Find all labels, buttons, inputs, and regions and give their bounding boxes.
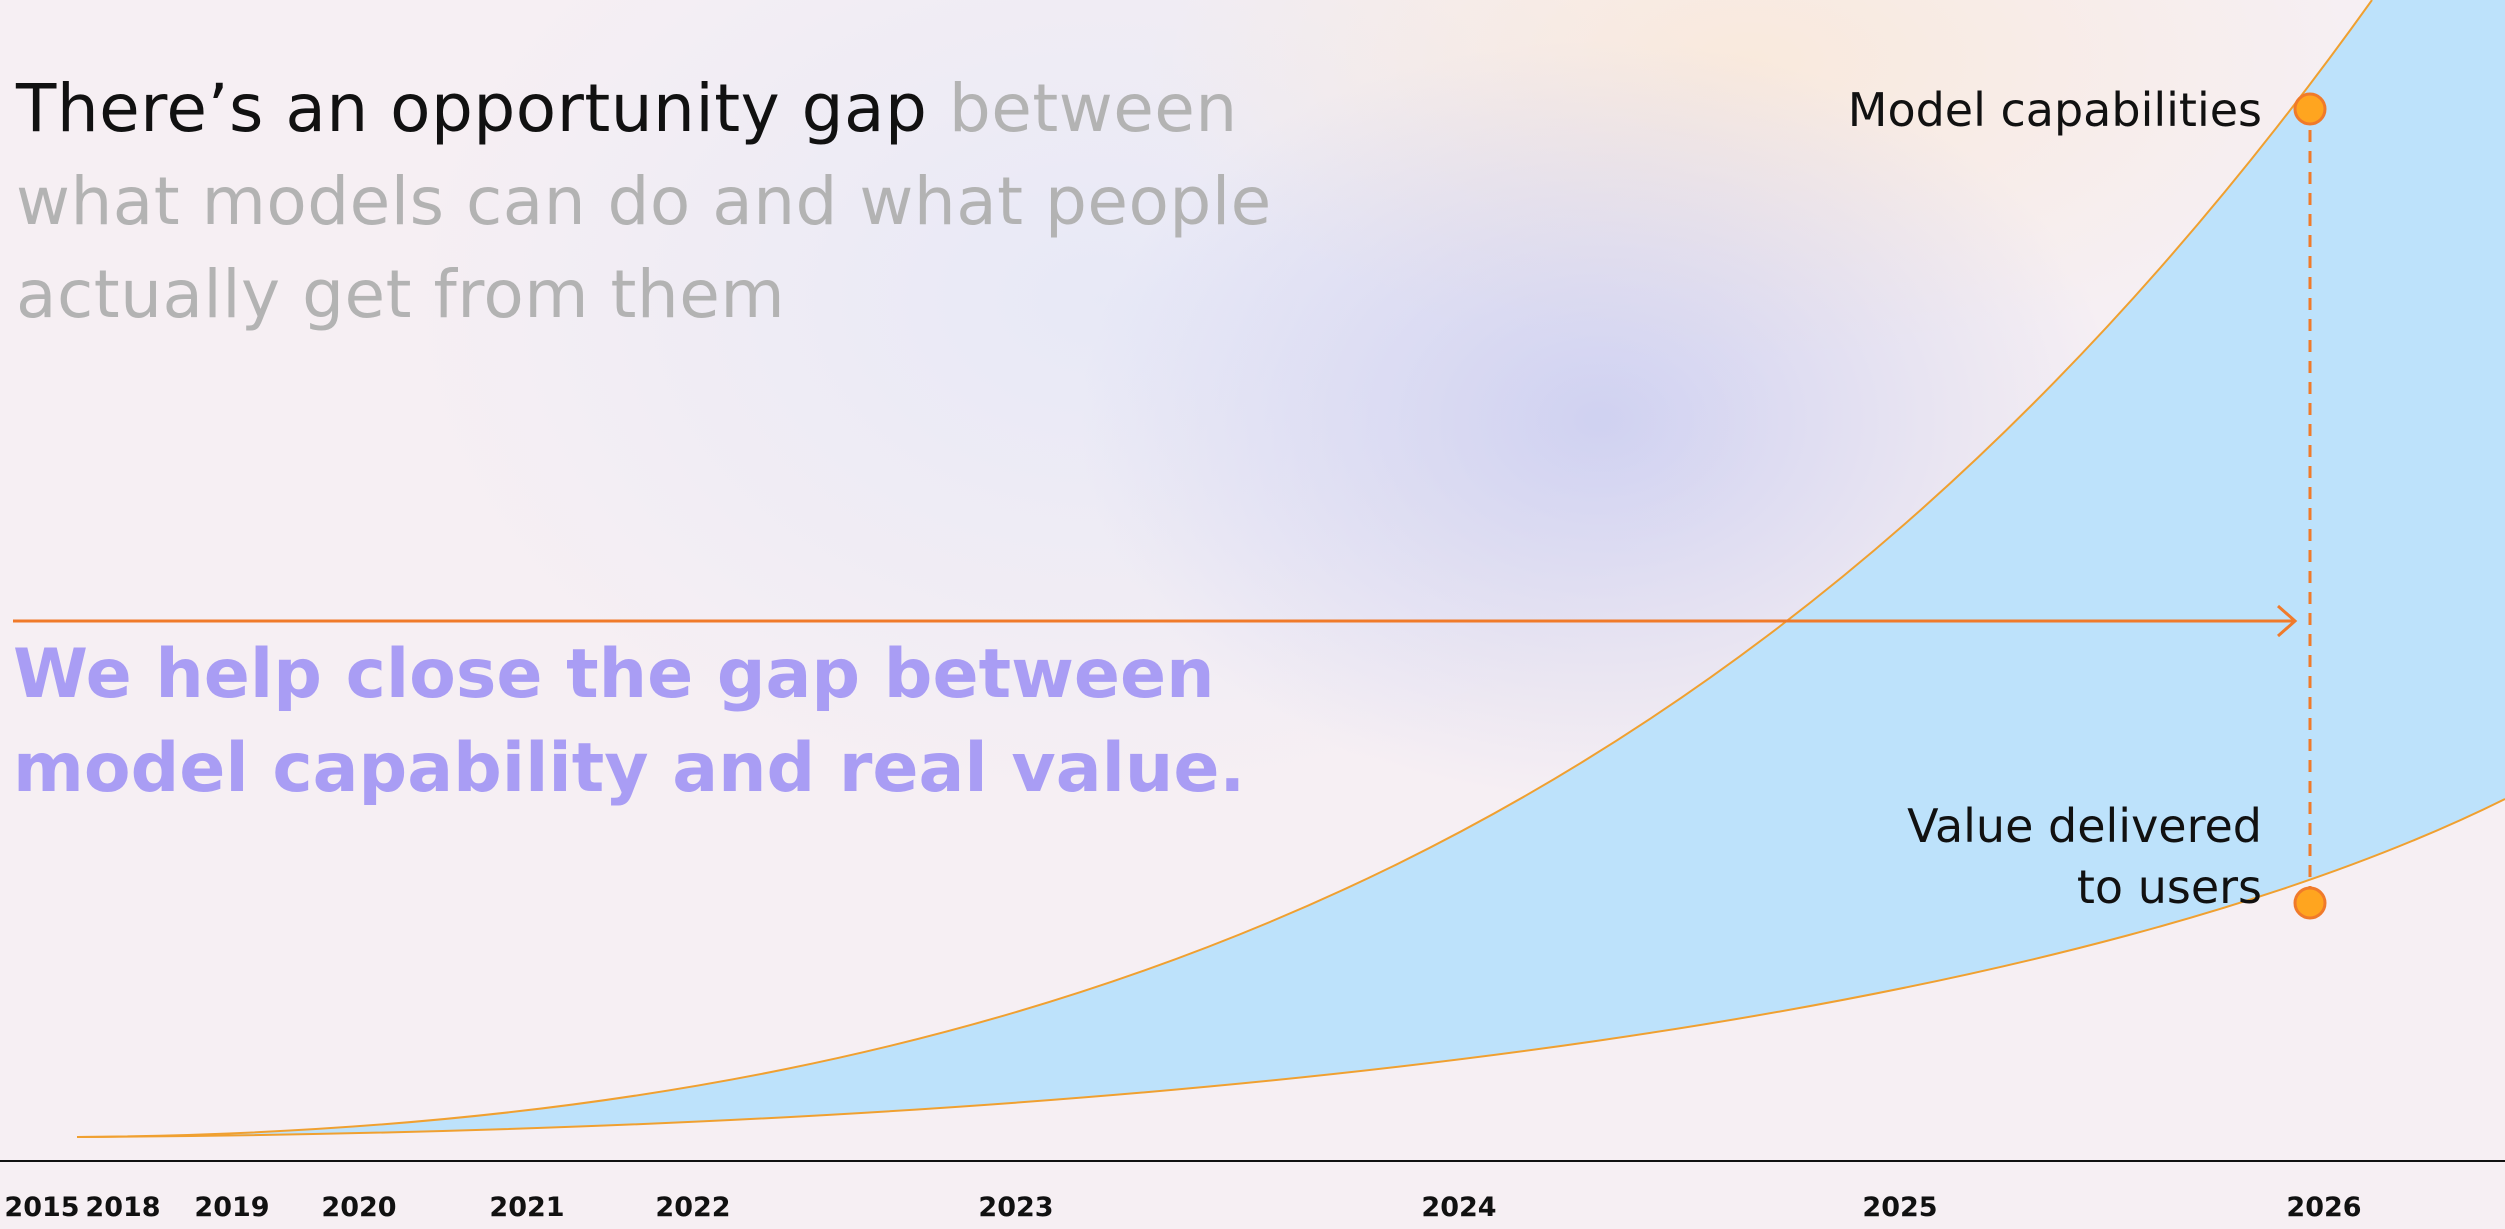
year-label: 2026 <box>2286 1192 2362 1223</box>
value-label: Value delivered to users <box>1907 796 2262 918</box>
capability-dot <box>2293 92 2327 126</box>
value-dot <box>2293 886 2327 920</box>
year-label: 2021 <box>489 1192 565 1223</box>
year-label: 2019 <box>194 1192 270 1223</box>
year-label: 2022 <box>655 1192 731 1223</box>
year-label: 2025 <box>1862 1192 1938 1223</box>
subheadline: We help close the gap between model capa… <box>13 635 1246 808</box>
gap-area <box>77 0 2505 1137</box>
headline-muted: between what models can do and what peop… <box>16 70 1272 333</box>
value-label-line: Value delivered <box>1907 799 2262 853</box>
value-label-line: to users <box>2076 860 2262 914</box>
year-label: 2023 <box>978 1192 1054 1223</box>
value-curve <box>76 798 2505 1138</box>
capability-curve <box>76 0 2373 1138</box>
year-label: 2020 <box>321 1192 397 1223</box>
headline: There’s an opportunity gap between what … <box>16 62 1376 341</box>
arrow-head <box>2277 604 2298 638</box>
year-label: 2018 <box>85 1192 161 1223</box>
model-label: Model capabilities <box>1847 83 2262 137</box>
year-label: 2024 <box>1421 1192 1497 1223</box>
year-label: 2015 <box>4 1192 80 1223</box>
headline-strong: There’s an opportunity gap <box>16 70 928 147</box>
